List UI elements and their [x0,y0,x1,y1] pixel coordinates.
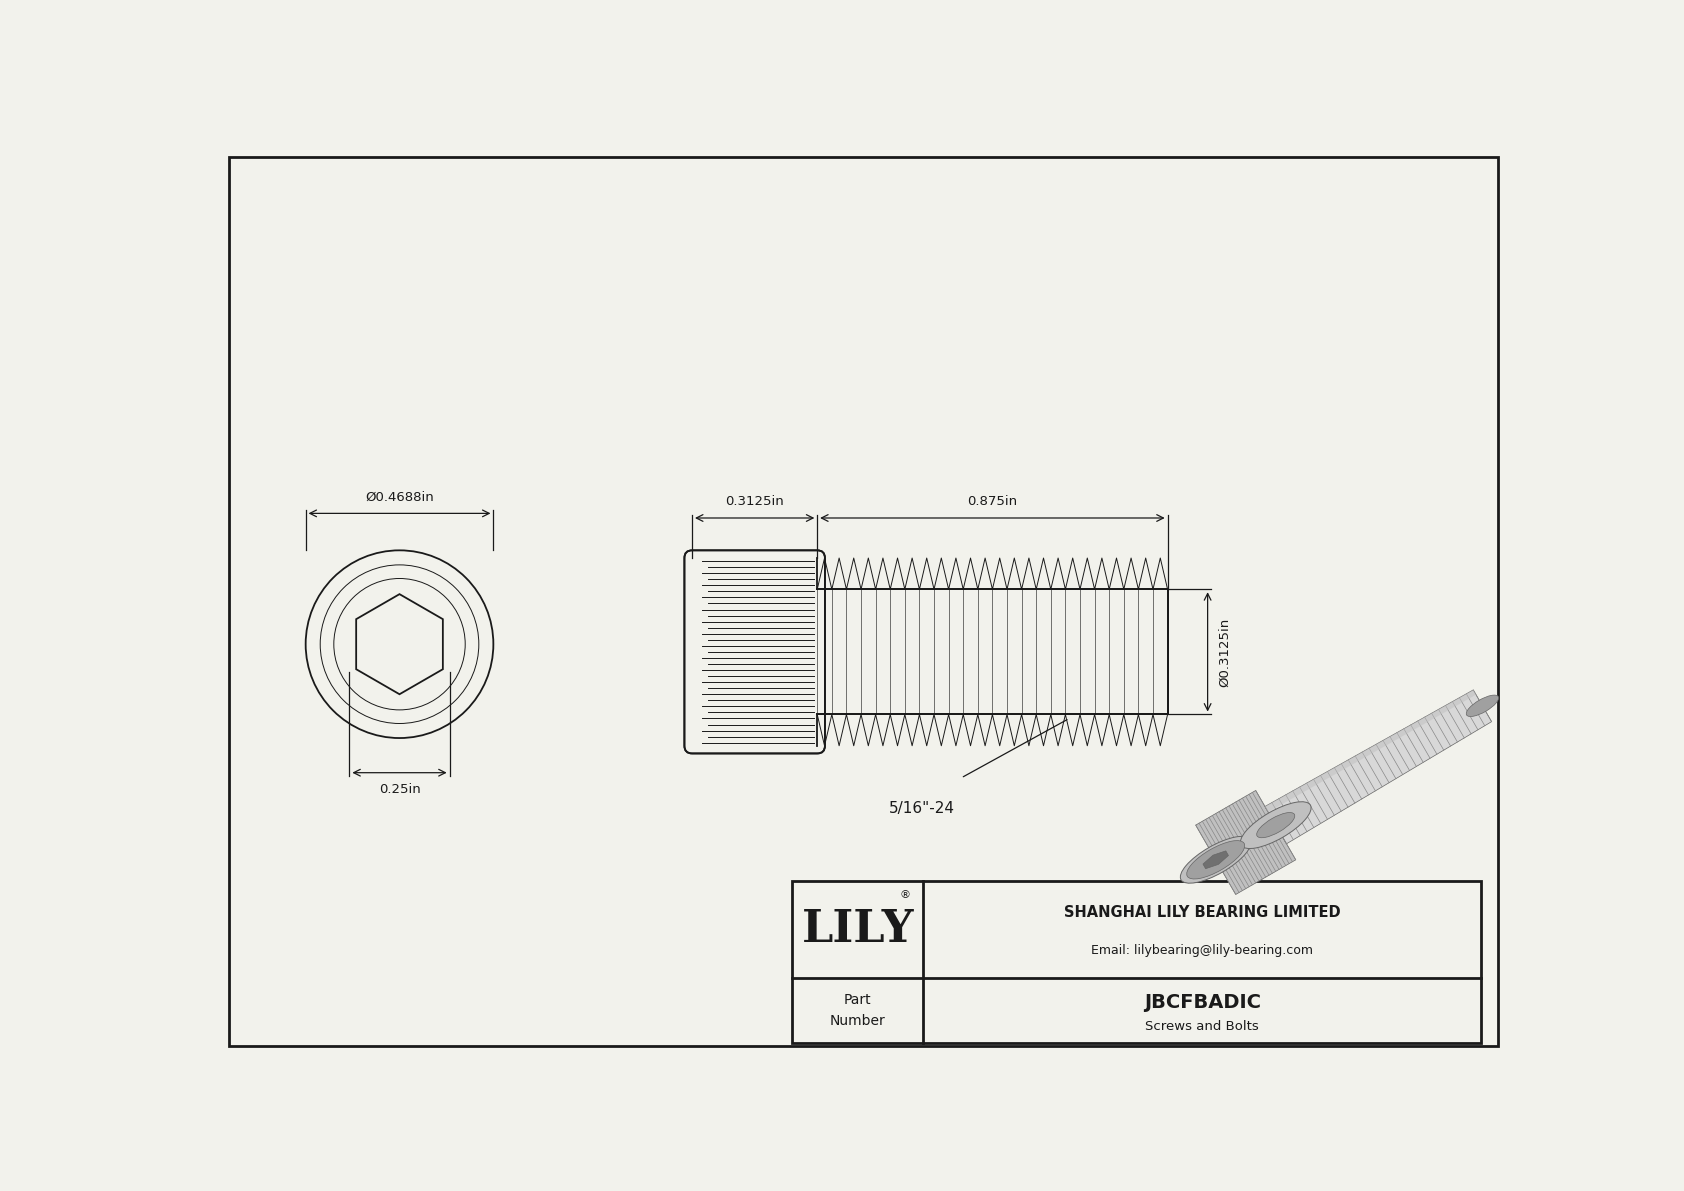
Text: 5/16"-24: 5/16"-24 [889,802,955,816]
Text: ®: ® [899,890,911,900]
Text: 0.875in: 0.875in [967,495,1017,509]
Ellipse shape [1241,802,1312,848]
Ellipse shape [1256,812,1295,837]
Polygon shape [1202,850,1228,868]
Polygon shape [1265,690,1477,812]
Ellipse shape [1180,836,1251,884]
Text: Ø0.4688in: Ø0.4688in [365,491,434,504]
Polygon shape [1196,791,1295,894]
Text: 0.3125in: 0.3125in [726,495,785,509]
Ellipse shape [1187,841,1244,879]
Text: Email: lilybearing@lily-bearing.com: Email: lilybearing@lily-bearing.com [1091,944,1314,958]
Ellipse shape [1467,696,1499,717]
Bar [791,881,1482,1043]
Text: Screws and Bolts: Screws and Bolts [1145,1021,1260,1033]
Text: Part
Number: Part Number [830,993,886,1028]
Text: LILY: LILY [802,908,914,950]
FancyBboxPatch shape [684,550,825,754]
Text: SHANGHAI LILY BEARING LIMITED: SHANGHAI LILY BEARING LIMITED [1064,905,1340,919]
Text: Ø0.3125in: Ø0.3125in [1218,617,1231,686]
Text: 0.25in: 0.25in [379,784,421,797]
Text: JBCFBADIC: JBCFBADIC [1143,993,1261,1012]
Polygon shape [1265,690,1492,843]
